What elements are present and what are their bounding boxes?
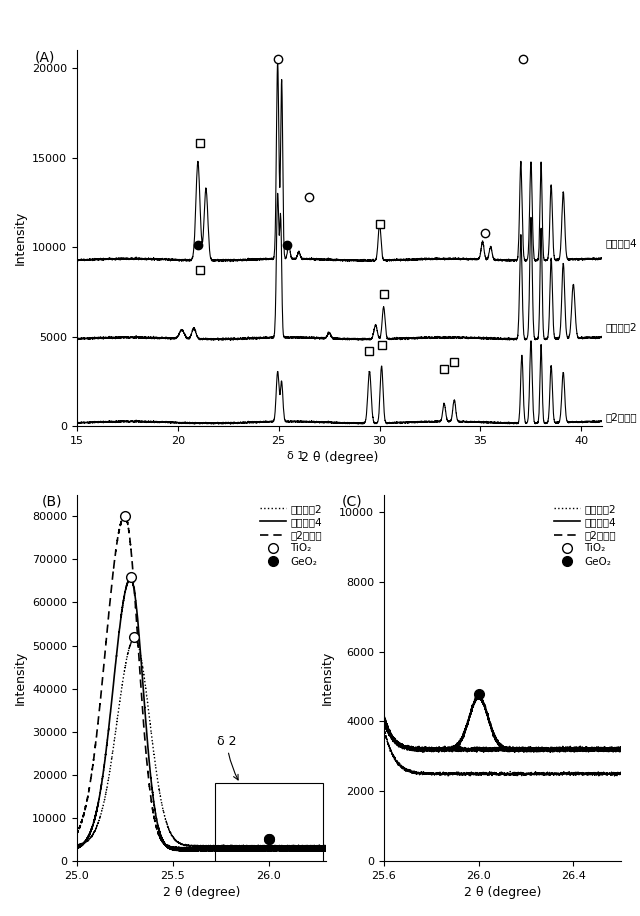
Y-axis label: Intensity: Intensity	[321, 650, 333, 705]
X-axis label: 2 θ (degree): 2 θ (degree)	[301, 452, 378, 464]
X-axis label: 2 θ (degree): 2 θ (degree)	[464, 887, 541, 900]
Bar	[215, 783, 323, 861]
Y-axis label: Intensity: Intensity	[13, 211, 26, 266]
Legend: サンプル2, サンプル4, 第2参考例, TiO₂, GeO₂: サンプル2, サンプル4, 第2参考例, TiO₂, GeO₂	[256, 500, 326, 571]
Text: サンプル4: サンプル4	[605, 238, 637, 248]
Text: δ 1: δ 1	[287, 451, 304, 461]
Text: (C): (C)	[341, 495, 362, 508]
Legend: TiO₂, LAGP, GeO₂: TiO₂, LAGP, GeO₂	[303, 0, 376, 3]
Text: サンプル2: サンプル2	[605, 322, 637, 333]
Legend: サンプル2, サンプル4, 第2参考例, TiO₂, GeO₂: サンプル2, サンプル4, 第2参考例, TiO₂, GeO₂	[550, 500, 620, 571]
Y-axis label: Intensity: Intensity	[13, 650, 26, 705]
Text: 第2参考例: 第2参考例	[605, 412, 637, 422]
Text: (B): (B)	[42, 495, 62, 508]
X-axis label: 2 θ (degree): 2 θ (degree)	[163, 887, 240, 900]
Text: δ 2: δ 2	[217, 735, 238, 780]
Text: (A): (A)	[35, 50, 55, 64]
